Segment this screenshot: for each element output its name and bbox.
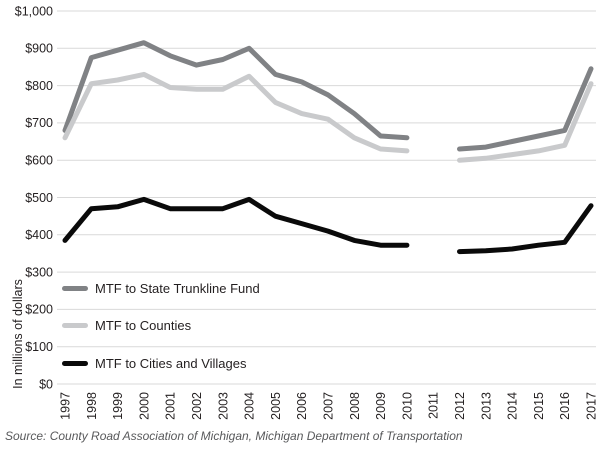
- source-note: Source: County Road Association of Michi…: [5, 429, 463, 443]
- y-tick-label: $500: [25, 191, 53, 205]
- y-tick-label: $700: [25, 116, 53, 130]
- series-line: [62, 71, 410, 154]
- series-line: [457, 66, 594, 152]
- x-tick-label: 2016: [558, 392, 572, 420]
- y-tick-label: $100: [25, 340, 53, 354]
- series-line: [457, 203, 594, 255]
- series-line: [62, 196, 410, 248]
- x-tick-label: 1998: [85, 392, 99, 420]
- x-tick-label: 2002: [190, 392, 204, 420]
- y-tick-label: $800: [25, 79, 53, 93]
- y-tick-label: $1,000: [15, 4, 53, 18]
- legend-label-state-trunkline: MTF to State Trunkline Fund: [95, 280, 260, 296]
- legend-label-cities-villages: MTF to Cities and Villages: [95, 355, 247, 371]
- x-tick-label: 2003: [216, 392, 230, 420]
- series-swatch-state-trunkline: [62, 285, 88, 291]
- x-tick-label: 1997: [59, 392, 73, 420]
- legend-item-cities-villages: MTF to Cities and Villages: [62, 355, 260, 371]
- y-tick-label: $400: [25, 228, 53, 242]
- legend: MTF to State Trunkline Fund MTF to Count…: [62, 280, 260, 371]
- x-tick-label: 2010: [400, 392, 414, 420]
- y-axis-title: In millions of dollars: [11, 279, 25, 389]
- series-line: [62, 40, 410, 141]
- x-tick-label: 2011: [427, 392, 441, 419]
- x-tick-label: 2007: [322, 392, 336, 420]
- legend-label-counties: MTF to Counties: [95, 318, 192, 333]
- x-tick-label: 2014: [506, 392, 520, 420]
- y-tick-label: $600: [25, 154, 53, 168]
- x-tick-label: 2012: [453, 392, 467, 420]
- x-tick-label: 1999: [111, 392, 125, 420]
- x-tick-label: 2017: [585, 392, 599, 420]
- series-line: [457, 81, 594, 163]
- y-tick-label: $200: [25, 303, 53, 317]
- x-tick-label: 2009: [374, 392, 388, 420]
- x-tick-label: 2001: [164, 392, 178, 420]
- legend-item-counties: MTF to Counties: [62, 318, 260, 333]
- y-tick-label: $0: [39, 377, 53, 391]
- x-tick-label: 2006: [295, 392, 309, 420]
- series-swatch-cities-villages: [62, 360, 88, 366]
- x-tick-label: 2000: [137, 392, 151, 420]
- x-tick-label: 2015: [532, 392, 546, 420]
- y-tick-label: $900: [25, 42, 53, 56]
- x-tick-label: 2008: [348, 392, 362, 420]
- x-tick-label: 2004: [243, 392, 257, 420]
- x-tick-label: 2005: [269, 392, 283, 420]
- series-swatch-counties: [62, 323, 88, 328]
- y-tick-label: $300: [25, 265, 53, 279]
- legend-item-state-trunkline: MTF to State Trunkline Fund: [62, 280, 260, 296]
- x-tick-label: 2013: [479, 392, 493, 420]
